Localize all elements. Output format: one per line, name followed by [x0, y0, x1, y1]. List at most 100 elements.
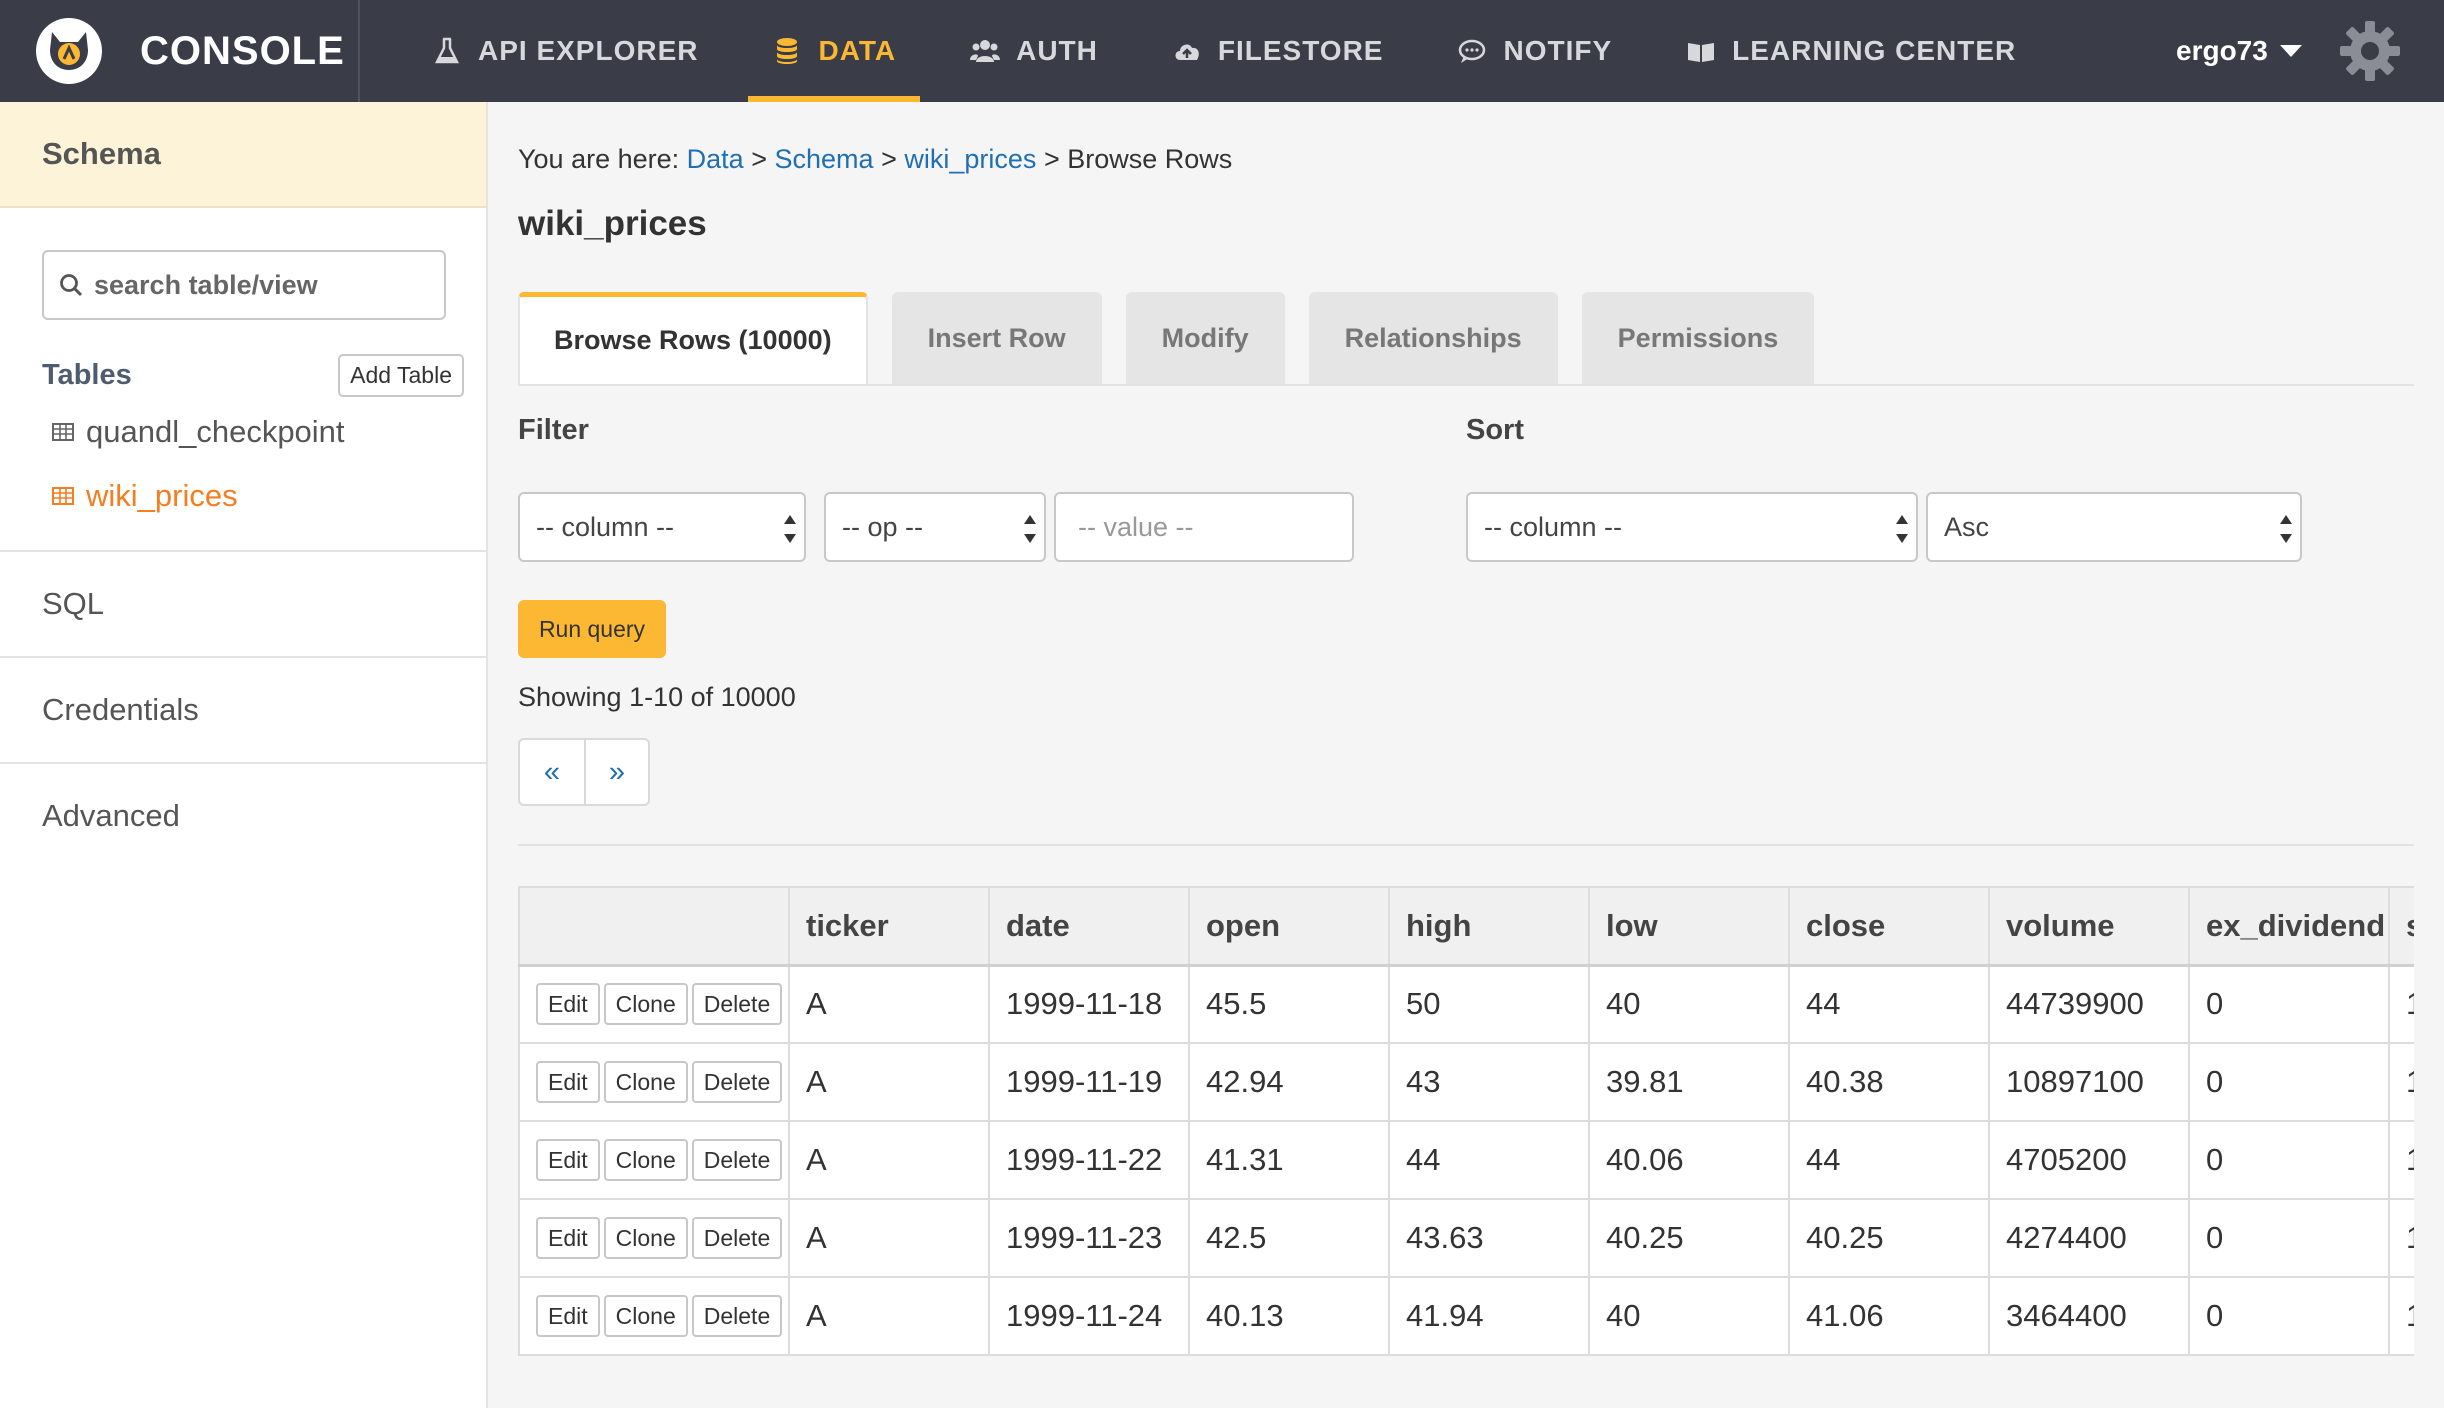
user-menu[interactable]: ergo73	[2176, 0, 2302, 102]
nav-label: LEARNING CENTER	[1732, 35, 2017, 66]
clone-row-button[interactable]: Clone	[603, 983, 688, 1026]
gear-icon[interactable]	[2338, 19, 2402, 83]
search-input[interactable]	[94, 269, 434, 301]
nav-label: NOTIFY	[1503, 35, 1613, 66]
delete-row-button[interactable]: Delete	[691, 1061, 783, 1103]
nav-api-explorer[interactable]: API EXPLORER	[408, 0, 722, 102]
breadcrumb-schema-link[interactable]: Schema	[774, 144, 874, 174]
nav-filestore[interactable]: FILESTORE	[1148, 0, 1408, 102]
nav-notify[interactable]: NOTIFY	[1433, 0, 1636, 102]
clone-row-button[interactable]: Clone	[603, 1061, 688, 1103]
column-header[interactable]: ex_dividend	[2188, 886, 2390, 967]
table-cell: 1	[2388, 964, 2414, 1044]
breadcrumb-separator: >	[881, 144, 897, 174]
table-cell: 44	[1788, 964, 1990, 1044]
breadcrumb: You are here: Data > Schema > wiki_price…	[518, 144, 1232, 175]
filter-column-select[interactable]: -- column --	[518, 492, 806, 562]
table-cell: 40	[1588, 964, 1790, 1044]
tab-relationships[interactable]: Relationships	[1308, 292, 1558, 384]
tab-insert-row[interactable]: Insert Row	[891, 292, 1102, 384]
table-cell: 44	[1388, 1120, 1590, 1200]
filter-op-select[interactable]: -- op --	[824, 492, 1046, 562]
clone-row-button[interactable]: Clone	[603, 1139, 688, 1181]
table-cell: 40.06	[1588, 1120, 1790, 1200]
nav-data[interactable]: DATA	[748, 0, 920, 102]
tab-browse-rows[interactable]: Browse Rows (10000)	[518, 292, 868, 386]
edit-row-button[interactable]: Edit	[536, 983, 600, 1026]
sidebar-schema-label: Schema	[42, 136, 161, 171]
tabs-divider	[518, 384, 2414, 386]
filter-op-value: -- op --	[842, 511, 923, 542]
brand[interactable]: CONSOLE	[0, 0, 360, 102]
breadcrumb-separator: >	[1043, 144, 1060, 174]
table-cell: 0	[2188, 964, 2390, 1044]
clone-row-button[interactable]: Clone	[603, 1217, 688, 1259]
add-table-button[interactable]: Add Table	[338, 353, 464, 397]
sidebar-item-sql[interactable]: SQL	[42, 586, 105, 621]
sort-column-select[interactable]: -- column --	[1466, 492, 1918, 562]
divider	[0, 762, 486, 764]
table-cell: 45.5	[1188, 964, 1390, 1044]
sidebar-item-credentials[interactable]: Credentials	[42, 692, 199, 727]
edit-row-button[interactable]: Edit	[536, 1295, 600, 1337]
tab-permissions[interactable]: Permissions	[1581, 292, 1815, 384]
table-cell: 0	[2188, 1198, 2390, 1278]
table-row: Edit Clone Delete A 1999-11-22 41.31 44 40.06 44…	[518, 1120, 2414, 1200]
sort-order-select[interactable]: Asc	[1926, 492, 2302, 562]
table-name: quandl_checkpoint	[86, 414, 345, 449]
delete-row-button[interactable]: Delete	[691, 983, 783, 1026]
table-row: Edit Clone Delete A 1999-11-18 45.5 50 40 44 4473…	[518, 964, 2414, 1044]
run-query-button[interactable]: Run query	[518, 600, 666, 658]
filter-value-input[interactable]	[1054, 492, 1354, 562]
clone-row-button[interactable]: Clone	[603, 1295, 688, 1337]
edit-row-button[interactable]: Edit	[536, 1217, 600, 1259]
select-arrows-icon	[2280, 515, 2292, 543]
table-cell: 0	[2188, 1276, 2390, 1356]
row-actions: Edit Clone Delete	[518, 1198, 790, 1278]
column-header[interactable]: close	[1788, 886, 1990, 967]
column-header[interactable]: high	[1388, 886, 1590, 967]
column-header[interactable]: low	[1588, 886, 1790, 967]
sidebar-table-wiki-prices[interactable]: wiki_prices	[52, 478, 238, 514]
table-cell: 40.25	[1588, 1198, 1790, 1278]
sidebar-item-schema[interactable]: Schema	[0, 102, 486, 208]
column-header[interactable]: volume	[1988, 886, 2190, 967]
table-cell: 1	[2388, 1198, 2414, 1278]
edit-row-button[interactable]: Edit	[536, 1139, 600, 1181]
row-actions: Edit Clone Delete	[518, 964, 790, 1044]
table-row: Edit Clone Delete A 1999-11-23 42.5 43.63 40.25…	[518, 1198, 2414, 1278]
rows-table-container[interactable]: ticker date open high low close volume e…	[518, 886, 2414, 1408]
table-cell: 4274400	[1988, 1198, 2190, 1278]
breadcrumb-data-link[interactable]: Data	[686, 144, 744, 174]
column-header[interactable]: ticker	[788, 886, 990, 967]
column-header[interactable]: open	[1188, 886, 1390, 967]
delete-row-button[interactable]: Delete	[691, 1217, 783, 1259]
sidebar-item-advanced[interactable]: Advanced	[42, 798, 180, 833]
pagination: « »	[518, 738, 650, 806]
database-icon	[777, 38, 798, 64]
breadcrumb-table-link[interactable]: wiki_prices	[904, 144, 1037, 174]
table-cell: A	[788, 1198, 990, 1278]
delete-row-button[interactable]: Delete	[691, 1295, 783, 1337]
divider	[0, 656, 486, 658]
sidebar-table-quandl-checkpoint[interactable]: quandl_checkpoint	[52, 414, 345, 450]
nav-auth[interactable]: AUTH	[946, 0, 1122, 102]
column-header[interactable]: s	[2388, 886, 2414, 967]
column-header[interactable]: date	[988, 886, 1190, 967]
tab-modify[interactable]: Modify	[1125, 292, 1285, 384]
select-arrows-icon	[784, 515, 796, 543]
delete-row-button[interactable]: Delete	[691, 1139, 783, 1181]
table-cell: 50	[1388, 964, 1590, 1044]
divider	[518, 844, 2414, 846]
table-search[interactable]	[42, 250, 446, 320]
table-header-row: ticker date open high low close volume e…	[518, 886, 2414, 967]
next-page-button[interactable]: »	[583, 740, 648, 804]
edit-row-button[interactable]: Edit	[536, 1061, 600, 1103]
nav-learning-center[interactable]: LEARNING CENTER	[1662, 0, 2040, 102]
table-cell: 40.13	[1188, 1276, 1390, 1356]
page-title: wiki_prices	[518, 204, 707, 243]
table-cell: A	[788, 1120, 990, 1200]
prev-page-button[interactable]: «	[543, 755, 561, 788]
table-cell: 44739900	[1988, 964, 2190, 1044]
row-actions: Edit Clone Delete	[518, 1120, 790, 1200]
